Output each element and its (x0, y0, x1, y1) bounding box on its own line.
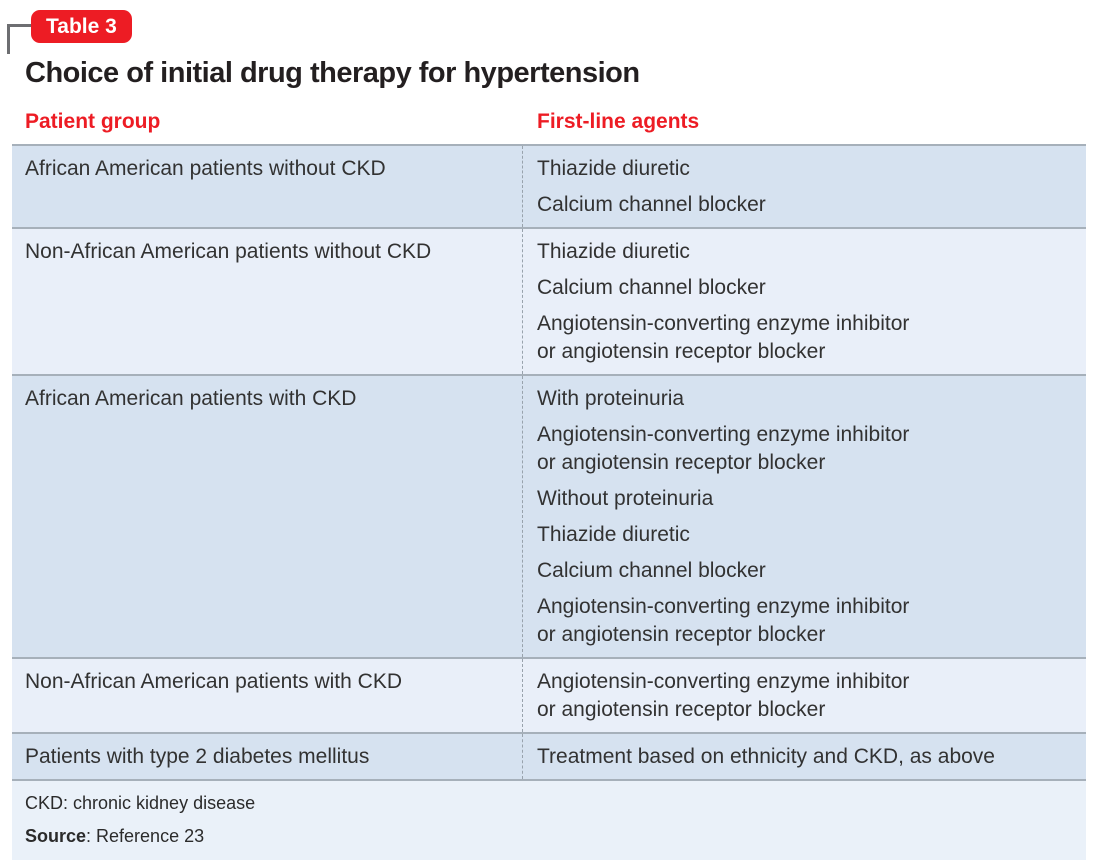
table-footer: CKD: chronic kidney disease Source: Refe… (12, 781, 1086, 860)
table-row: African American patients without CKD Th… (12, 144, 1086, 227)
first-line-agents-cell: Thiazide diuretic Calcium channel blocker (522, 146, 1086, 227)
source-note: Source: Reference 23 (25, 826, 1076, 847)
agent-line: Angiotensin-converting enzyme inhibitor (537, 595, 910, 618)
first-line-agents-cell: Thiazide diuretic Calcium channel blocker… (522, 229, 1086, 374)
agent-line: Thiazide diuretic (537, 240, 690, 263)
agent-item: Angiotensin-converting enzyme inhibitor o… (537, 593, 1076, 649)
agent-line: or angiotensin receptor blocker (537, 623, 826, 646)
agent-item: Without proteinuria (537, 485, 1076, 513)
patient-table-body: African American patients without CKD Th… (12, 144, 1086, 781)
table-row: Non-African American patients without CK… (12, 227, 1086, 374)
agent-item: Calcium channel blocker (537, 557, 1076, 585)
patient-group-cell: Patients with type 2 diabetes mellitus (25, 745, 370, 768)
first-line-agents-cell: With proteinuria Angiotensin-converting e… (522, 376, 1086, 657)
agent-item: Thiazide diuretic (537, 521, 1076, 549)
agent-line: Without proteinuria (537, 487, 714, 510)
table-row: Patients with type 2 diabetes mellitus T… (12, 732, 1086, 781)
table-number-badge: Table 3 (31, 10, 132, 43)
agent-line: or angiotensin receptor blocker (537, 340, 826, 363)
agent-line: With proteinuria (537, 387, 685, 410)
agent-line: Thiazide diuretic (537, 157, 690, 180)
agent-item: Angiotensin-converting enzyme inhibitor o… (537, 668, 1076, 724)
agent-line: Angiotensin-converting enzyme inhibitor (537, 670, 910, 693)
table-title: Choice of initial drug therapy for hyper… (25, 57, 640, 89)
agent-line: Angiotensin-converting enzyme inhibitor (537, 423, 910, 446)
agent-line: Angiotensin-converting enzyme inhibitor (537, 312, 910, 335)
patient-group-cell: Non-African American patients with CKD (25, 670, 402, 693)
agent-line: Thiazide diuretic (537, 523, 690, 546)
agent-item: Thiazide diuretic (537, 238, 1076, 266)
agent-line: Calcium channel blocker (537, 193, 766, 216)
table-row: African American patients with CKD With … (12, 374, 1086, 657)
column-header-row: Patient group First-line agents (12, 109, 1086, 135)
column-header-first-line-agents: First-line agents (537, 110, 700, 133)
agent-line: Calcium channel blocker (537, 276, 766, 299)
agent-item: Angiotensin-converting enzyme inhibitor o… (537, 310, 1076, 366)
agent-item: Angiotensin-converting enzyme inhibitor o… (537, 421, 1076, 477)
first-line-agents-cell: Treatment based on ethnicity and CKD, as… (522, 734, 1086, 779)
patient-group-cell: Non-African American patients without CK… (25, 240, 432, 263)
agent-item: Treatment based on ethnicity and CKD, as… (537, 743, 1076, 771)
column-header-patient-group: Patient group (25, 110, 161, 133)
first-line-agents-cell: Angiotensin-converting enzyme inhibitor o… (522, 659, 1086, 732)
agent-line: Calcium channel blocker (537, 559, 766, 582)
corner-bracket-icon (7, 24, 37, 54)
agent-item: With proteinuria (537, 385, 1076, 413)
source-value: : Reference 23 (86, 826, 205, 846)
source-label: Source (25, 826, 87, 846)
agent-line: or angiotensin receptor blocker (537, 451, 826, 474)
abbreviation-note: CKD: chronic kidney disease (25, 793, 256, 813)
agent-item: Calcium channel blocker (537, 274, 1076, 302)
agent-line: Treatment based on ethnicity and CKD, as… (537, 745, 995, 768)
patient-group-cell: African American patients with CKD (25, 387, 357, 410)
agent-item: Calcium channel blocker (537, 191, 1076, 219)
table-row: Non-African American patients with CKD A… (12, 657, 1086, 732)
agent-line: or angiotensin receptor blocker (537, 698, 826, 721)
patient-group-cell: African American patients without CKD (25, 157, 386, 180)
agent-item: Thiazide diuretic (537, 155, 1076, 183)
